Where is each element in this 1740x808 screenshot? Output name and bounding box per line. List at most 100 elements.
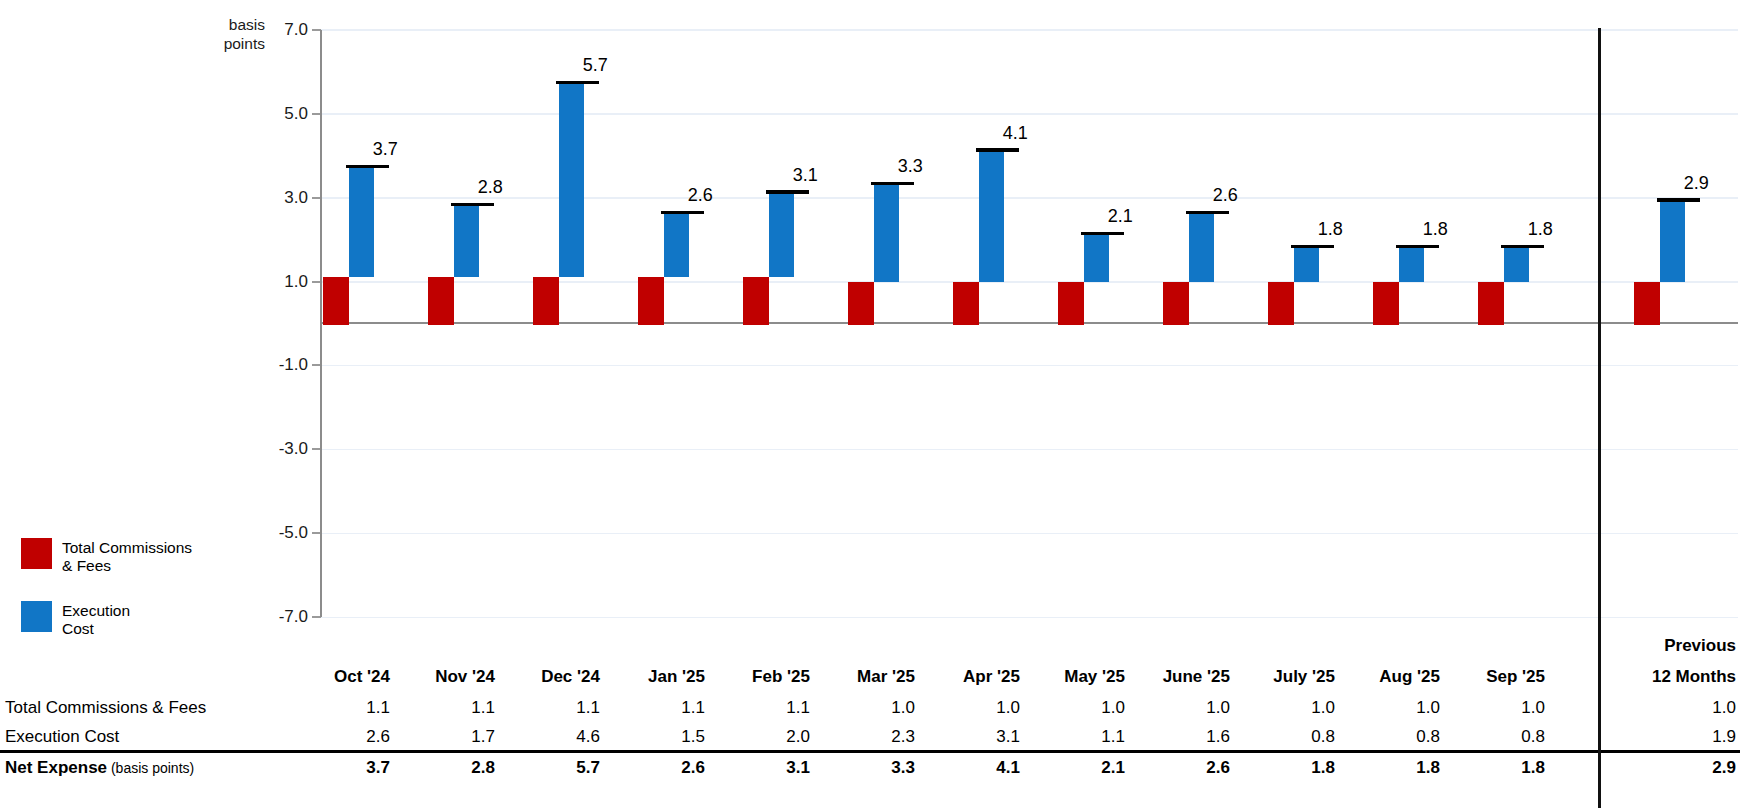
table-cell: 1.6 [1206,727,1230,747]
bar-execution-cost [1294,248,1320,282]
net-expense-value-label: 2.6 [688,185,713,206]
y-tick-label: 1.0 [238,272,308,292]
table-cell: 1.9 [1712,727,1736,747]
table-cell: 0.8 [1311,727,1335,747]
net-expense-marker [1396,245,1439,249]
table-header-month: Feb '25 [752,667,810,687]
net-expense-value-label: 2.1 [1108,206,1133,227]
y-tick-label: -3.0 [238,439,308,459]
gridline [320,197,1738,199]
bar-execution-cost [1399,248,1425,282]
table-cell: 2.8 [471,758,495,778]
bar-total-commissions-fees [533,277,559,325]
y-tick-label: 5.0 [238,104,308,124]
table-cell: 5.7 [576,758,600,778]
net-expense-marker [871,182,914,186]
table-cell: 2.9 [1712,758,1736,778]
table-cell: 1.5 [681,727,705,747]
y-tick-label: 3.0 [238,188,308,208]
bar-execution-cost [1504,248,1530,282]
net-expense-chart-page: basis points 7.05.03.01.0-1.0-3.0-5.0-7.… [0,0,1740,808]
table-cell: 1.0 [891,698,915,718]
net-expense-marker [1186,211,1229,215]
legend-label-total-commissions: Total Commissions & Fees [62,538,192,575]
table-cell: 1.0 [1311,698,1335,718]
legend-label-execution-cost: Execution Cost [62,601,130,638]
legend-item-total-commissions: Total Commissions & Fees [21,538,192,575]
bar-execution-cost [1660,202,1686,282]
table-cell: 1.0 [1521,698,1545,718]
table-cell: 1.1 [576,698,600,718]
bar-total-commissions-fees [1478,282,1504,325]
y-tick-label: -1.0 [238,355,308,375]
table-cell: 4.1 [996,758,1020,778]
table-cell: 0.8 [1521,727,1545,747]
net-expense-marker [451,203,494,207]
bar-total-commissions-fees [428,277,454,325]
net-expense-unit-suffix: (basis points) [107,760,194,776]
table-row-label: Execution Cost [5,727,119,747]
table-header-month: Nov '24 [435,667,495,687]
table-header-month: Dec '24 [541,667,600,687]
table-cell: 2.6 [1206,758,1230,778]
net-expense-value-label: 2.9 [1684,173,1709,194]
bar-execution-cost [1189,214,1215,281]
gridline [320,449,1738,451]
bar-total-commissions-fees [638,277,664,325]
bar-total-commissions-fees [1058,282,1084,325]
table-cell: 3.1 [786,758,810,778]
gridline [320,365,1738,367]
net-expense-value-label: 2.6 [1213,185,1238,206]
table-header-month: June '25 [1163,667,1230,687]
net-expense-marker [1081,232,1124,236]
net-expense-value-label: 3.1 [793,165,818,186]
bar-total-commissions-fees [1268,282,1294,325]
net-expense-value-label: 1.8 [1528,219,1553,240]
table-cell: 1.1 [471,698,495,718]
net-expense-marker [661,211,704,215]
net-expense-marker [1291,245,1334,249]
net-expense-value-label: 3.7 [373,139,398,160]
chart-legend: Total Commissions & Fees Execution Cost [21,538,192,664]
table-cell: 3.1 [996,727,1020,747]
table-header-month: July '25 [1273,667,1335,687]
table-cell: 1.1 [786,698,810,718]
bar-total-commissions-fees [848,282,874,325]
y-tick-label: 7.0 [238,20,308,40]
y-tick-label: -7.0 [238,607,308,627]
bar-execution-cost [1084,235,1110,281]
gridline [320,113,1738,115]
table-cell: 1.0 [1712,698,1736,718]
net-expense-value-label: 3.3 [898,156,923,177]
table-cell: 1.0 [1101,698,1125,718]
table-cell: 4.6 [576,727,600,747]
bar-total-commissions-fees [1634,282,1660,325]
net-expense-value-label: 5.7 [583,55,608,76]
table-cell: 1.0 [996,698,1020,718]
table-cell: 2.6 [681,758,705,778]
table-cell: 1.0 [1416,698,1440,718]
net-expense-separator-line [0,750,1740,753]
net-expense-marker [1657,198,1700,202]
bar-execution-cost [559,84,585,277]
table-header-month: May '25 [1064,667,1125,687]
bar-total-commissions-fees [1163,282,1189,325]
table-cell: 3.3 [891,758,915,778]
net-expense-marker [766,190,809,194]
net-expense-marker [346,165,389,169]
table-cell: 0.8 [1416,727,1440,747]
bar-execution-cost [349,168,375,277]
legend-swatch-execution-cost [21,601,52,632]
table-cell: 2.3 [891,727,915,747]
table-cell: 2.6 [366,727,390,747]
legend-swatch-total-commissions [21,538,52,569]
legend-item-execution-cost: Execution Cost [21,601,192,638]
table-header-previous: Previous [1664,636,1736,656]
bar-total-commissions-fees [1373,282,1399,325]
table-header-month: Sep '25 [1486,667,1545,687]
table-cell: 1.8 [1311,758,1335,778]
table-header-previous-12-months: 12 Months [1652,667,1736,687]
bar-execution-cost [979,152,1005,282]
y-tick-label: -5.0 [238,523,308,543]
bar-total-commissions-fees [743,277,769,325]
